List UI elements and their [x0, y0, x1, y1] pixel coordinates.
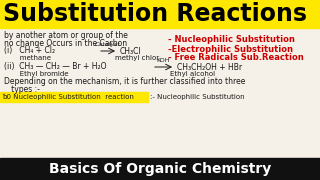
Text: Ethyl alcohol: Ethyl alcohol: [170, 71, 215, 77]
Bar: [0, 92, 148, 102]
Text: CH₃Cl: CH₃Cl: [120, 46, 142, 55]
Text: no change Occurs in the Carbon: no change Occurs in the Carbon: [4, 39, 127, 48]
Text: CH₃CH₂OH + HBr: CH₃CH₂OH + HBr: [177, 62, 242, 71]
Text: (ii)  CH₃ — CH₂ — Br + H₂O: (ii) CH₃ — CH₂ — Br + H₂O: [4, 62, 107, 71]
Text: :- Nucleophilic Substitution: :- Nucleophilic Substitution: [150, 94, 244, 100]
Text: - Free Radicals Sub.Reaction: - Free Radicals Sub.Reaction: [168, 53, 304, 62]
Text: Substitution Reactions: Substitution Reactions: [3, 2, 307, 26]
Text: types :-: types :-: [4, 86, 40, 94]
Bar: [0, 158, 320, 180]
Text: -Electrophilic Substitution: -Electrophilic Substitution: [168, 44, 293, 53]
Bar: [0, 0, 320, 28]
Text: KOH: KOH: [156, 58, 170, 63]
Text: by another atom or group of the: by another atom or group of the: [4, 30, 128, 39]
Text: ␢0 Nucleophilic Substitution  reaction: ␢0 Nucleophilic Substitution reaction: [2, 94, 134, 100]
Text: Ethyl bromide: Ethyl bromide: [4, 71, 68, 77]
Text: Depending on the mechanism, it is further classified into three: Depending on the mechanism, it is furthe…: [4, 78, 245, 87]
Text: - Nucleophilic Substitution: - Nucleophilic Substitution: [168, 35, 295, 44]
Text: Catalyst: Catalyst: [95, 42, 121, 47]
Text: methane: methane: [4, 55, 51, 61]
Text: Basics Of Organic Chemistry: Basics Of Organic Chemistry: [49, 162, 271, 176]
Text: (i)   CH₄ + Cl₂: (i) CH₄ + Cl₂: [4, 46, 55, 55]
Text: methyl chlor: methyl chlor: [115, 55, 159, 61]
